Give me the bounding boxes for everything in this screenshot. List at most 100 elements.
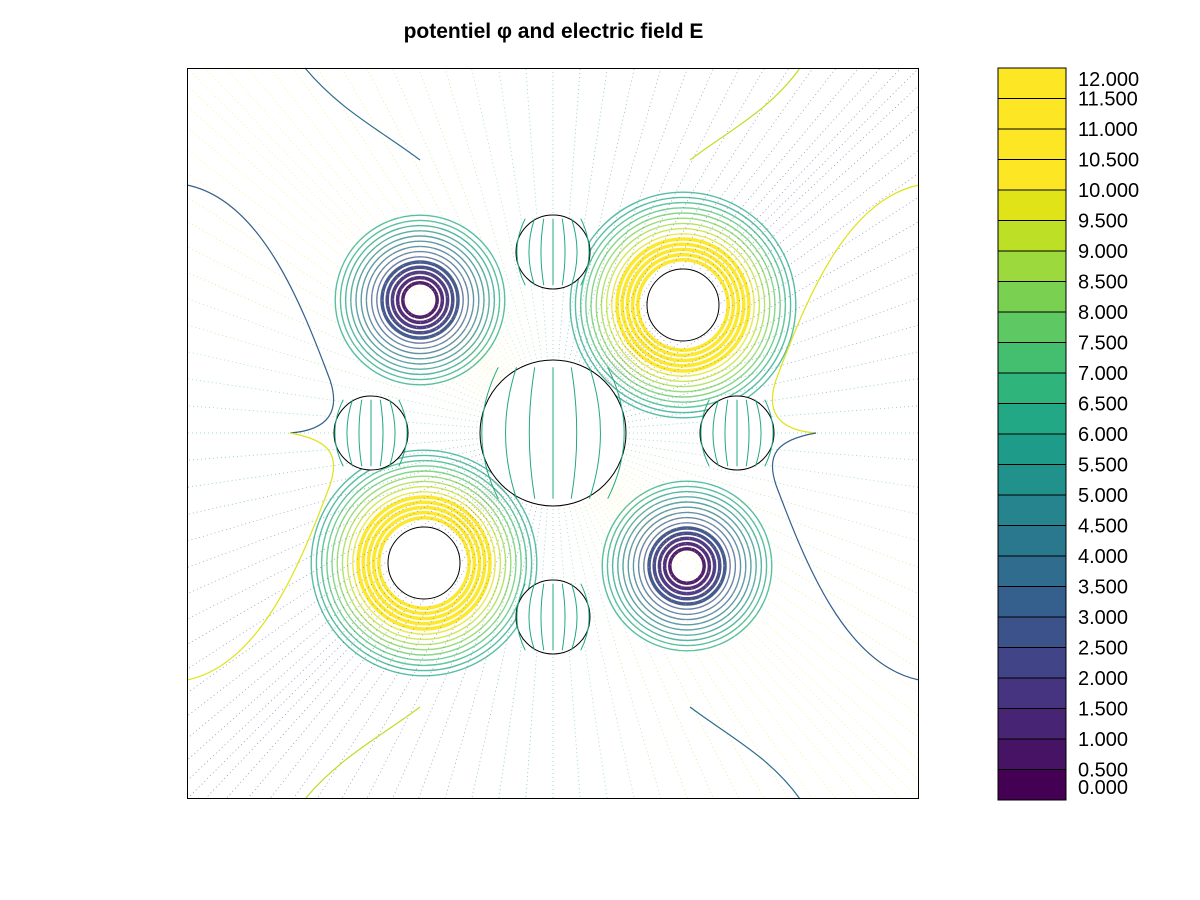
conductor-field-line: [379, 399, 384, 467]
colorbar-tick-label: 4.000: [1078, 546, 1128, 568]
colorbar-tick-label: 12.000: [1078, 69, 1139, 91]
conductor-field-line: [700, 399, 710, 467]
equipotential-line: [585, 207, 781, 403]
field-line: [471, 432, 554, 800]
colorbar-band: [997, 586, 1067, 618]
conductor-field-line: [481, 367, 499, 499]
field-line: [552, 84, 920, 434]
colorbar-tick-label: 7.000: [1078, 363, 1128, 385]
conductor-field-line: [516, 218, 526, 286]
equipotential-line: [630, 252, 736, 358]
colorbar-band: [997, 464, 1067, 496]
contour-curve: [186, 184, 335, 434]
field-line: [498, 432, 554, 800]
field-line: [225, 67, 554, 434]
colorbar-tick-label: 7.500: [1078, 333, 1128, 355]
colorbar-band: [997, 128, 1067, 160]
field-line: [552, 432, 920, 800]
equipotential-line: [371, 510, 477, 616]
conductor-field-line: [528, 367, 536, 499]
equipotential-line: [360, 240, 480, 360]
field-line: [204, 67, 554, 434]
field-line: [552, 67, 814, 434]
field-line: [552, 172, 920, 434]
conductor-field-line: [712, 399, 719, 467]
colorbar-tick-label: 3.500: [1078, 577, 1128, 599]
colorbar-tick-label: 0.000: [1078, 777, 1128, 799]
colorbar-band: [997, 677, 1067, 709]
field-line: [391, 67, 554, 434]
field-line: [247, 67, 554, 434]
equipotential-line: [606, 485, 768, 647]
colorbar-band: [997, 555, 1067, 587]
conductor-high: [646, 268, 720, 342]
field-line: [186, 432, 554, 694]
equipotential-line: [605, 227, 761, 383]
equipotential-line: [574, 196, 792, 414]
conductor-high: [387, 526, 461, 600]
colorbar-band: [997, 220, 1067, 252]
field-line: [552, 432, 920, 694]
contour-curve: [771, 432, 920, 681]
field-line: [552, 351, 920, 434]
colorbar-tick-label: 4.500: [1078, 516, 1128, 538]
chart-title: potentiel φ and electric field E: [403, 20, 704, 43]
contour-curve: [304, 67, 421, 161]
field-line: [186, 378, 554, 434]
equipotential-line: [336, 475, 512, 651]
field-line: [552, 432, 765, 800]
field-line: [552, 221, 920, 434]
equipotential-line: [615, 237, 751, 373]
conductor-field-line: [540, 218, 545, 286]
colorbar-tick-label: 2.000: [1078, 668, 1128, 690]
equipotential-line: [350, 230, 490, 370]
field-line: [186, 221, 554, 434]
colorbar-band: [997, 708, 1067, 740]
field-line: [269, 67, 554, 434]
conductor-field-line: [561, 218, 566, 286]
colorbar-tick-label: 1.500: [1078, 699, 1128, 721]
field-lines-layer: [186, 67, 920, 800]
equipotential-line: [632, 511, 742, 621]
colorbar-band: [997, 67, 1067, 99]
equipotential-line: [356, 495, 492, 631]
conductors-layer: [333, 214, 775, 655]
colorbar-tick-label: 0.500: [1078, 760, 1128, 782]
conductor-field-line: [528, 583, 535, 651]
field-line: [292, 67, 554, 434]
equipotential-line: [636, 258, 730, 352]
colorbar-tick-label: 9.500: [1078, 211, 1128, 233]
field-line: [552, 67, 859, 434]
field-line: [552, 432, 920, 645]
field-line: [552, 67, 881, 434]
equipotential-line: [377, 516, 471, 610]
colorbar-tick-label: 5.500: [1078, 455, 1128, 477]
field-line: [552, 432, 814, 800]
colorbar-tick-label: 10.500: [1078, 150, 1139, 172]
conductor-field-line: [764, 399, 774, 467]
colorbar-tick-label: 11.000: [1078, 119, 1138, 141]
conductor-field-line: [571, 583, 578, 651]
field-line: [552, 432, 608, 800]
equipotential-line: [315, 454, 533, 672]
conductor-field-line: [561, 583, 566, 651]
conductor-field-line: [398, 399, 408, 467]
field-line: [552, 432, 920, 782]
equipotential-line: [320, 459, 528, 667]
colorbar-band: [997, 647, 1067, 679]
equipotential-line: [385, 265, 455, 335]
conductor-field-line: [334, 399, 344, 467]
equipotential-line: [339, 219, 501, 381]
field-line: [186, 67, 554, 434]
plot-border: [187, 68, 919, 799]
field-line: [552, 67, 837, 434]
field-line: [552, 432, 902, 800]
contour-curve: [186, 432, 335, 681]
equipotential-line: [376, 256, 464, 344]
colorbar-tick-label: 2.500: [1078, 638, 1128, 660]
field-line: [552, 67, 902, 434]
colorbar-band: [997, 372, 1067, 404]
colorbar-tick-label: 6.500: [1078, 394, 1128, 416]
colorbar-tick-label: 9.000: [1078, 241, 1128, 263]
